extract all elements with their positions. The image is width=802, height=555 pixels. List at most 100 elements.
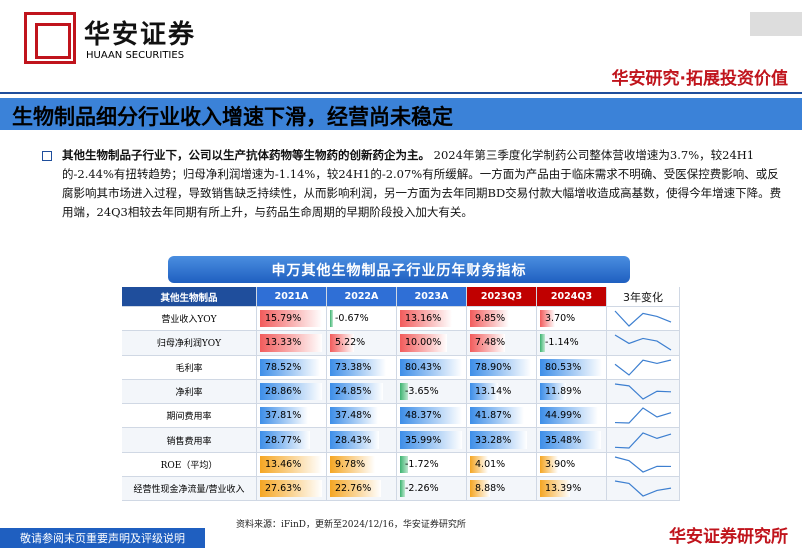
data-value: -0.67% — [335, 313, 369, 325]
sparkline — [614, 310, 672, 327]
data-cell: 7.48% — [467, 331, 537, 355]
table-row: 毛利率 78.52% 73.38% 80.43% 78.90% 80.53% — [122, 355, 680, 380]
data-value: 41.87% — [475, 410, 512, 422]
data-bar — [540, 431, 602, 449]
data-bar — [330, 455, 376, 474]
data-cell: 80.53% — [537, 355, 607, 379]
data-bar — [470, 455, 489, 474]
data-cell: 48.37% — [397, 404, 467, 428]
data-cell: 22.76% — [327, 477, 397, 501]
data-value: -1.14% — [545, 337, 579, 349]
data-value: 13.39% — [545, 483, 582, 495]
table-row: ROE（平均） 13.46% 9.78% -1.72% 4.01% 3.90% — [122, 452, 680, 478]
source: 资料来源：iFinD，更新至2024/12/16，华安证券研究所 — [236, 520, 466, 530]
sparkline — [614, 456, 672, 473]
data-bar — [400, 358, 462, 376]
sparkline-line — [614, 383, 672, 400]
data-cell: 13.16% — [397, 307, 467, 331]
data-value: 28.86% — [265, 386, 302, 398]
corner-bar — [750, 12, 802, 36]
data-cell: 13.33% — [257, 331, 327, 355]
data-bar — [470, 382, 499, 401]
data-value: -2.26% — [405, 483, 439, 495]
data-value: 44.99% — [545, 410, 582, 422]
data-cell: 27.63% — [257, 477, 327, 501]
data-value: 37.48% — [335, 410, 372, 422]
data-bar — [470, 310, 509, 328]
data-value: 11.89% — [545, 386, 582, 398]
sparkline-line — [614, 431, 672, 449]
sparkline — [614, 383, 672, 400]
data-value: 78.90% — [475, 361, 512, 373]
row-label: 毛利率 — [122, 355, 257, 379]
data-bar — [540, 310, 555, 328]
sparkline-cell — [607, 355, 680, 379]
data-cell: 9.85% — [467, 307, 537, 331]
data-cell: 33.28% — [467, 428, 537, 452]
data-bar — [330, 334, 355, 352]
data-cell: 11.89% — [537, 379, 607, 404]
data-cell: -0.67% — [327, 307, 397, 331]
data-bar — [260, 431, 310, 449]
sparkline-cell — [607, 428, 680, 452]
sparkline — [614, 334, 672, 351]
sparkline — [614, 480, 672, 497]
sparkline-line — [614, 480, 672, 497]
table-title: 申万其他生物制品子行业历年财务指标 — [168, 256, 630, 283]
data-value: -3.65% — [405, 386, 439, 398]
data-value: 15.79% — [265, 313, 302, 325]
data-value: 13.46% — [265, 458, 302, 470]
data-bar — [540, 407, 598, 425]
data-cell: 78.90% — [467, 355, 537, 379]
data-value: 5.22% — [335, 337, 366, 349]
sparkline-line — [614, 334, 672, 351]
data-cell: 35.48% — [537, 428, 607, 452]
sparkline-cell — [607, 452, 680, 477]
data-cell: 28.43% — [327, 428, 397, 452]
data-bar — [540, 455, 558, 474]
data-bar — [540, 382, 566, 401]
data-cell: 3.70% — [537, 307, 607, 331]
data-cell: 24.85% — [327, 379, 397, 404]
slide-title: 生物制品细分行业收入增速下滑，经营尚未稳定 — [12, 104, 453, 129]
data-bar — [540, 480, 571, 498]
data-cell: 28.86% — [257, 379, 327, 404]
sparkline — [614, 407, 672, 424]
slogan: 华安研究·拓展投资价值 — [611, 69, 788, 89]
data-value: 27.63% — [265, 483, 302, 495]
table-row: 销售费用率 28.77% 28.43% 35.99% 33.28% 35.48% — [122, 428, 680, 453]
column-header: 2024Q3 — [537, 287, 607, 306]
sparkline-cell — [607, 307, 680, 331]
sparkline-line — [614, 359, 672, 376]
data-value: 73.38% — [335, 361, 372, 373]
data-bar — [330, 310, 333, 328]
logo-cn: 华安证券 — [84, 20, 197, 50]
paragraph-text: 2024年第三季度化学制药公司整体营收增速为3.7%，较24H1的-2.44%有… — [62, 148, 782, 219]
data-cell: 78.52% — [257, 355, 327, 379]
column-header: 3年变化 — [607, 287, 680, 306]
data-value: 10.00% — [405, 337, 442, 349]
data-value: 28.77% — [265, 434, 302, 446]
data-value: 3.70% — [545, 313, 576, 325]
data-cell: 37.48% — [327, 404, 397, 428]
data-value: 80.53% — [545, 361, 582, 373]
data-value: -1.72% — [405, 458, 439, 470]
data-bar — [540, 334, 546, 352]
data-cell: 13.39% — [537, 477, 607, 501]
logo-icon — [24, 12, 76, 64]
title-bar — [0, 98, 802, 130]
data-cell: 13.46% — [257, 452, 327, 477]
data-bar — [260, 480, 322, 498]
column-header: 2022A — [327, 287, 397, 306]
data-value: 13.14% — [475, 386, 512, 398]
data-value: 80.43% — [405, 361, 442, 373]
data-bar — [260, 407, 309, 425]
sparkline-cell — [607, 379, 680, 404]
data-value: 9.85% — [475, 313, 506, 325]
data-bar — [400, 431, 462, 449]
data-bar — [400, 310, 452, 328]
data-bar — [470, 334, 505, 352]
data-cell: 5.22% — [327, 331, 397, 355]
data-cell: -2.26% — [397, 477, 467, 501]
